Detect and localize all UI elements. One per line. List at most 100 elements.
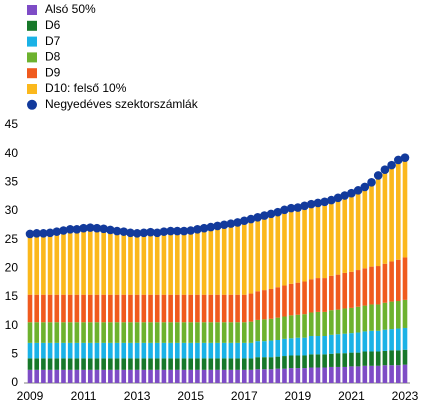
bar-segment (302, 337, 307, 356)
bar-segment (108, 369, 113, 383)
bar-segment (67, 369, 73, 383)
bar-segment (308, 367, 314, 383)
dot (32, 229, 41, 238)
bar-segment (349, 352, 354, 367)
bar-segment (302, 355, 307, 369)
bar-segment (295, 282, 301, 315)
bar-segment (262, 215, 267, 291)
bar-segment (228, 369, 234, 383)
dot (373, 171, 383, 180)
bar-segment (362, 268, 368, 306)
legend-swatch (27, 68, 37, 79)
dot (139, 228, 149, 238)
bar-segment (41, 369, 46, 383)
bar-segment (402, 327, 408, 350)
dot (186, 226, 196, 235)
bar-segment (141, 342, 147, 359)
bar-segment (175, 294, 180, 323)
dot (327, 195, 336, 205)
bar-segment (275, 356, 281, 369)
bar-segment (382, 263, 388, 303)
bar-segment (101, 358, 106, 370)
bar-segment (248, 358, 254, 370)
bar-segment (148, 358, 153, 370)
bar-segment (74, 229, 80, 295)
bar-segment (195, 294, 200, 323)
bar-segment (168, 342, 173, 359)
bar-segment (362, 331, 368, 352)
bar-segment (94, 342, 100, 359)
bar-segment (94, 358, 100, 370)
bar-segment (335, 366, 341, 383)
bar-segment (134, 342, 140, 359)
bar-segment (154, 369, 160, 383)
bar-segment (94, 369, 100, 383)
bar-segment (215, 358, 220, 370)
bar-segment (121, 369, 127, 383)
bar-segment (315, 335, 321, 355)
bar-segment (288, 208, 294, 284)
x-tick-label: 2023 (392, 389, 419, 403)
bar-segment (54, 358, 60, 370)
bar-segment (27, 294, 33, 323)
bar-segment (181, 294, 187, 323)
bar-segment (295, 314, 301, 338)
bar-segment (329, 353, 334, 367)
bar-segment (47, 294, 53, 323)
dot (353, 186, 363, 195)
bar-segment (161, 369, 167, 383)
legend-swatch (27, 52, 37, 63)
bar-segment (315, 278, 321, 312)
bar-segment (81, 342, 86, 359)
bar-segment (282, 356, 287, 369)
bar-segment (221, 342, 227, 359)
bar-segment (221, 294, 227, 323)
bar-segment (322, 278, 327, 312)
bar-segment (349, 271, 354, 308)
bar-segment (369, 365, 374, 383)
bar-segment (175, 231, 180, 295)
bar-segment (282, 338, 287, 357)
bar-segment (108, 322, 113, 343)
bar-segment (288, 283, 294, 316)
bar-segment (101, 342, 106, 359)
bar-segment (134, 322, 140, 343)
legend-swatch (27, 84, 37, 94)
dot (85, 223, 95, 232)
dot (340, 191, 350, 200)
bar-segment (255, 341, 260, 358)
bar-segment (262, 369, 267, 383)
x-tick-label: 2011 (71, 389, 97, 403)
dot (306, 199, 316, 209)
bar-segment (215, 225, 220, 295)
bar-segment (255, 319, 260, 342)
bar-segment (355, 270, 361, 307)
bar-segment (188, 369, 194, 383)
y-tick-label: 45 (5, 117, 19, 131)
bar-segment (302, 314, 307, 338)
bar-segment (161, 231, 167, 295)
bar-segment (322, 201, 327, 279)
dot (92, 223, 102, 233)
bar-segment (108, 358, 113, 370)
bar-segment (375, 365, 381, 383)
bar-segment (41, 342, 46, 359)
bar-segment (148, 322, 153, 343)
bar-segment (362, 351, 368, 366)
bar-segment (315, 202, 321, 279)
dot (106, 225, 115, 235)
bar-segment (382, 365, 388, 383)
bar-segment (235, 322, 240, 343)
dot (360, 182, 370, 192)
bar-segment (402, 364, 408, 383)
bar-segment (275, 340, 281, 357)
bar-segment (195, 229, 200, 295)
bar-segment (248, 219, 254, 294)
bar-segment (54, 231, 60, 295)
bar-segment (389, 301, 394, 330)
bar-segment (396, 301, 401, 329)
bar-segment (87, 322, 93, 343)
legend-swatch (27, 20, 37, 31)
bar-segment (329, 200, 334, 276)
bar-segment (34, 294, 39, 323)
